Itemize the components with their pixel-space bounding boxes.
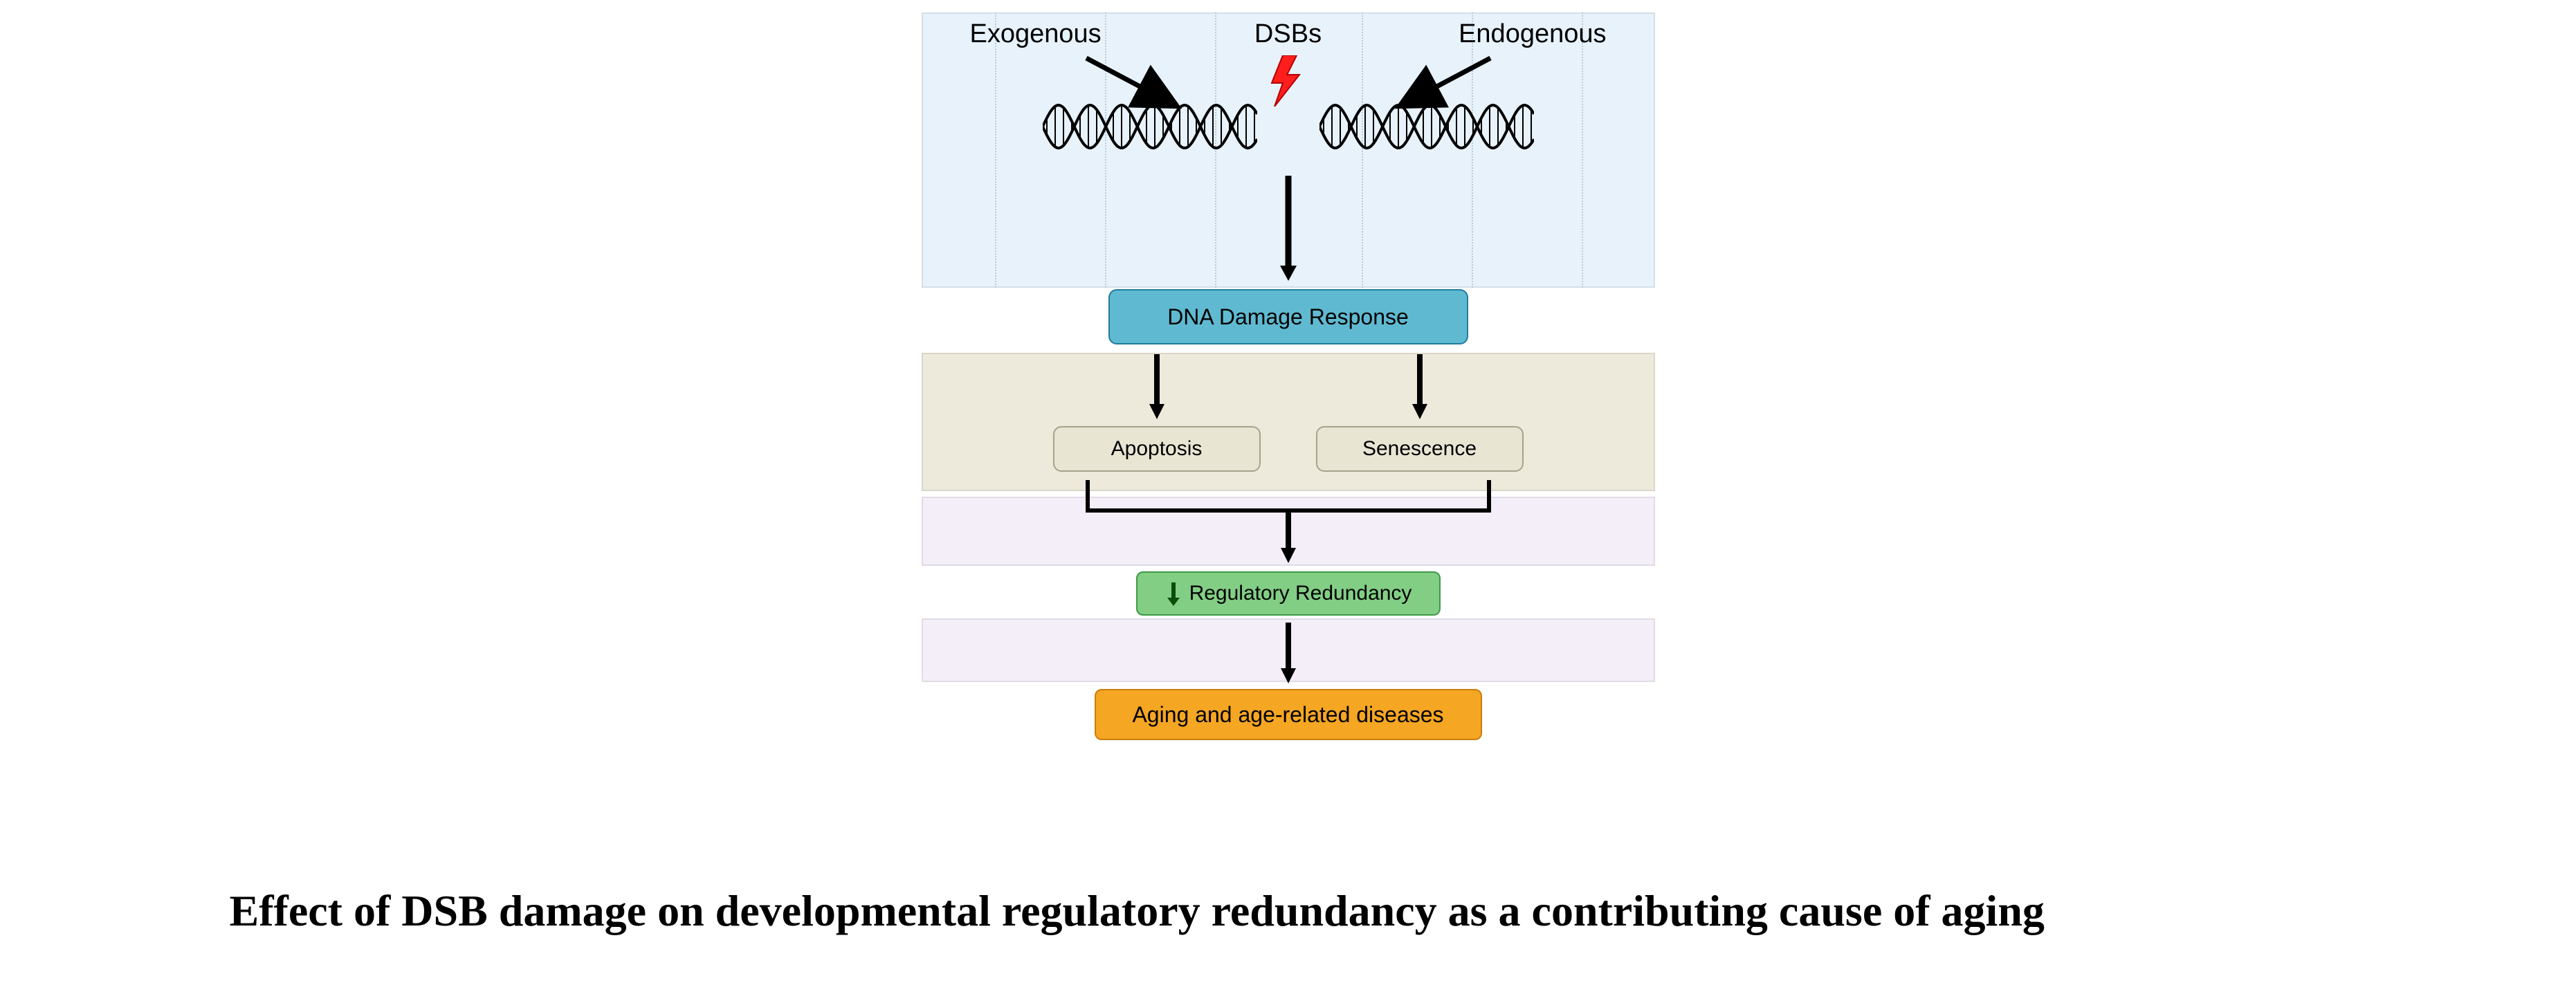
down-arrow-decrease-icon (1164, 581, 1182, 606)
dna-damage-response-box: DNA Damage Response (1108, 289, 1468, 344)
dsb-label: DSBs (1254, 19, 1322, 49)
regulatory-redundancy-label: Regulatory Redundancy (1189, 582, 1412, 605)
endogenous-label: Endogenous (1459, 19, 1606, 49)
apoptosis-label: Apoptosis (1111, 437, 1203, 461)
figure-caption-text: Effect of DSB damage on developmental re… (230, 886, 2045, 935)
dna-damage-response-label: DNA Damage Response (1167, 304, 1409, 330)
regulatory-redundancy-box: Regulatory Redundancy (1136, 571, 1441, 616)
merge-bracket-icon (1060, 476, 1517, 566)
arrow-reg-to-aging-icon (1275, 620, 1302, 685)
senescence-box: Senescence (1316, 426, 1524, 472)
senescence-label: Senescence (1362, 437, 1477, 461)
lightning-bolt-icon (1269, 55, 1308, 107)
exogenous-label: Exogenous (970, 19, 1102, 49)
arrow-ddr-to-senescence-icon (1406, 351, 1434, 421)
dna-break-icon (1043, 102, 1534, 151)
aging-label: Aging and age-related diseases (1132, 702, 1443, 728)
aging-box: Aging and age-related diseases (1095, 689, 1482, 740)
arrow-dna-to-ddr-icon (1275, 172, 1302, 282)
apoptosis-box: Apoptosis (1053, 426, 1261, 472)
figure-caption: Effect of DSB damage on developmental re… (147, 885, 2430, 937)
arrow-ddr-to-apoptosis-icon (1143, 351, 1171, 421)
